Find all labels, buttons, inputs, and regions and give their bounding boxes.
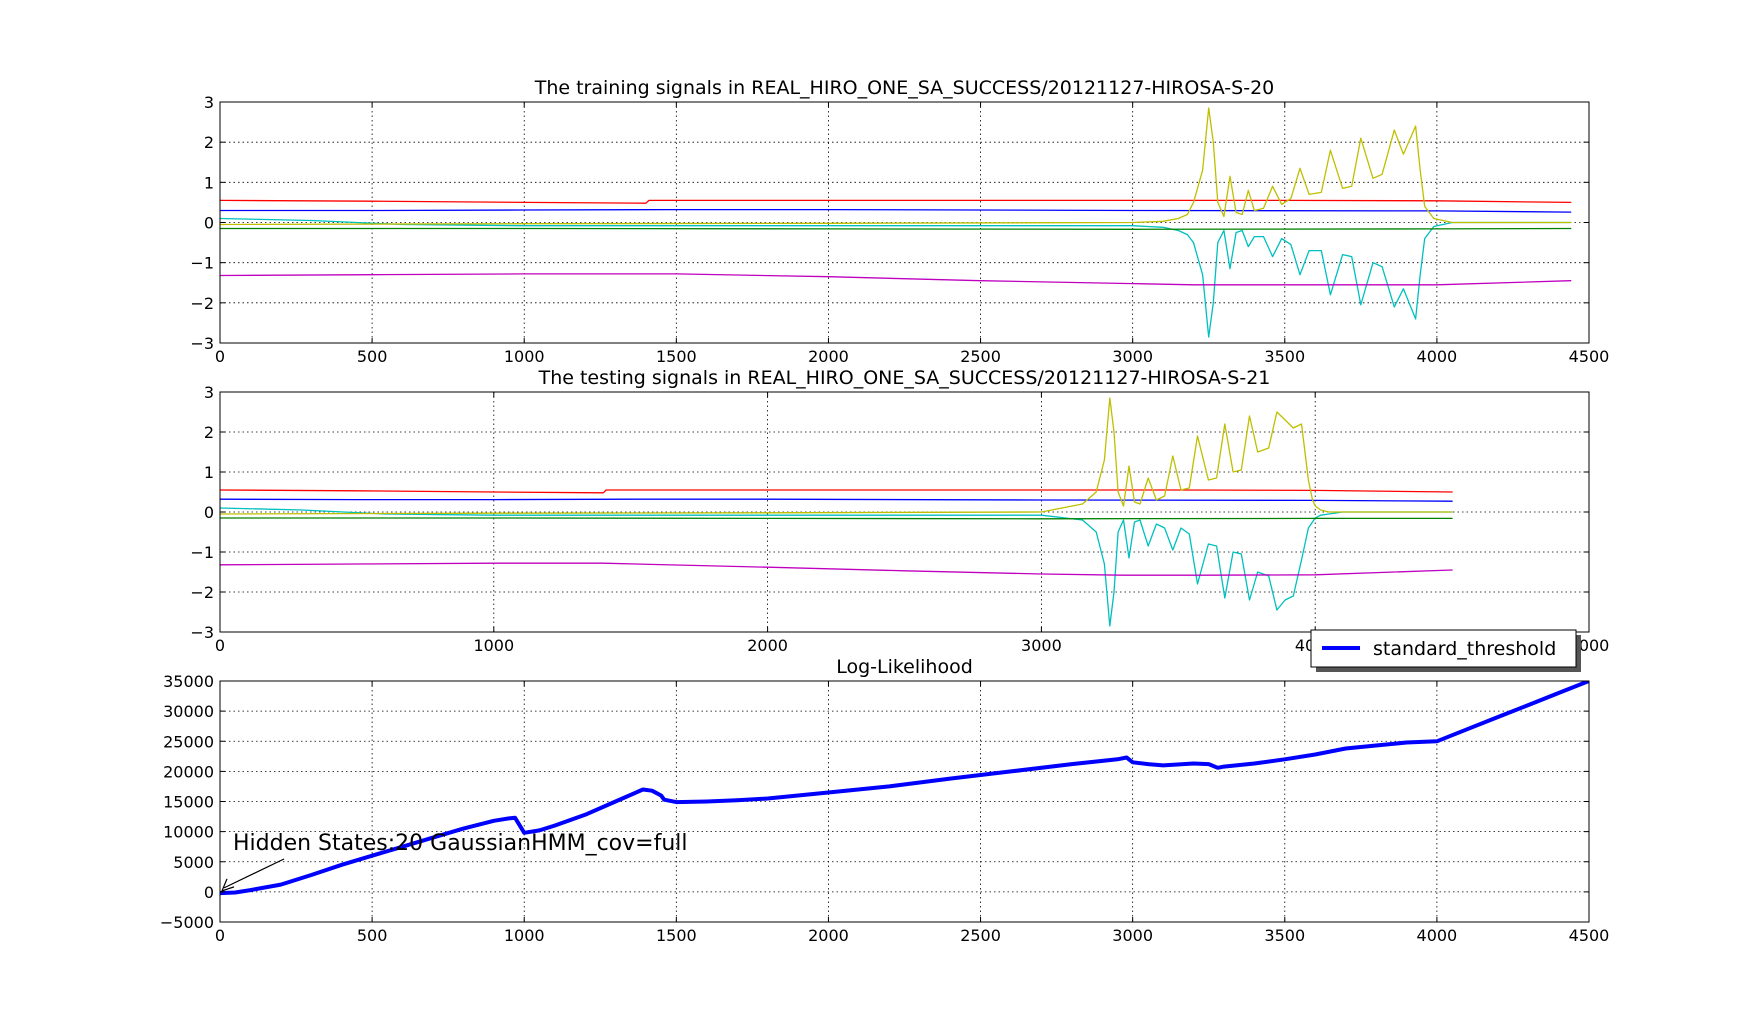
x-tick-label: 2000	[808, 347, 849, 366]
series-line-6	[220, 562, 1453, 576]
x-tick-label: 2000	[747, 636, 788, 655]
x-tick-label: 3500	[1264, 926, 1305, 945]
annotation-text: Hidden States:20 GaussianHMM_cov=full	[233, 831, 688, 856]
series-line-3	[220, 217, 1572, 338]
y-tick-label: −1	[190, 543, 214, 562]
chart-3: 0 500 1000 1500 2000 2500 3000 3500 4000 4500 −500…	[160, 629, 1610, 945]
y-tick-label: 20000	[163, 762, 214, 781]
legend-label: standard_threshold	[1373, 638, 1556, 660]
x-tick-label: 3000	[1021, 636, 1062, 655]
x-tick-label: 2500	[960, 347, 1001, 366]
x-tick-label: 3000	[1112, 347, 1153, 366]
y-tick-label: 0	[204, 883, 214, 902]
x-tick-label: 2000	[808, 926, 849, 945]
series-group	[220, 397, 1453, 627]
series-group	[220, 681, 1589, 896]
x-tick-label: 500	[357, 347, 388, 366]
y-tick-label: 15000	[163, 793, 214, 812]
series-line-6	[220, 273, 1572, 286]
y-tick-label: −3	[190, 334, 214, 353]
x-tick-label: 0	[215, 926, 225, 945]
x-tick-label: 1500	[656, 347, 697, 366]
y-tick-label: −2	[190, 294, 214, 313]
series-line-4	[220, 227, 1572, 230]
series-line-2	[220, 498, 1453, 502]
x-tick-label: 1000	[504, 926, 545, 945]
x-tick-label: 3500	[1264, 347, 1305, 366]
y-tick-label: 10000	[163, 823, 214, 842]
series-line-1	[220, 199, 1572, 204]
annotation-arrow-line	[223, 858, 285, 889]
chart-title: The training signals in REAL_HIRO_ONE_SA…	[534, 77, 1275, 99]
series-line-5	[220, 107, 1572, 226]
x-tick-label: 4000	[1417, 347, 1458, 366]
x-tick-label: 4000	[1417, 926, 1458, 945]
y-tick-label: 3	[204, 93, 214, 112]
y-tick-label: 0	[204, 214, 214, 233]
y-tick-label: 5000	[173, 853, 214, 872]
chart-title: Log-Likelihood	[836, 656, 973, 678]
y-tick-label: 25000	[163, 732, 214, 751]
x-tick-label: 0	[215, 347, 225, 366]
x-tick-label: 4500	[1569, 926, 1610, 945]
y-tick-label: −2	[190, 583, 214, 602]
y-tick-label: −5000	[160, 913, 214, 932]
y-tick-label: −1	[190, 254, 214, 273]
y-tick-label: 1	[204, 173, 214, 192]
series-line-1	[220, 681, 1589, 896]
chart-1: 0 500 1000 1500 2000 2500 3000 3500 4000 4500 −3 −2…	[190, 77, 1609, 366]
y-tick-label: 1	[204, 463, 214, 482]
x-tick-label: 2500	[960, 926, 1001, 945]
series-line-2	[220, 208, 1572, 213]
series-group	[220, 107, 1572, 338]
x-tick-label: 1500	[656, 926, 697, 945]
y-tick-label: 0	[204, 503, 214, 522]
x-tick-label: 1000	[504, 347, 545, 366]
y-tick-label: 2	[204, 133, 214, 152]
annotation-arrow-head	[220, 878, 235, 892]
series-line-1	[220, 489, 1453, 494]
y-tick-label: −3	[190, 623, 214, 642]
x-tick-label: 500	[357, 926, 388, 945]
y-tick-label: 35000	[163, 672, 214, 691]
y-tick-label: 30000	[163, 702, 214, 721]
series-line-3	[220, 507, 1453, 627]
series-line-4	[220, 517, 1453, 520]
x-tick-label: 0	[215, 636, 225, 655]
x-tick-label: 4500	[1569, 347, 1610, 366]
y-tick-label: 3	[204, 383, 214, 402]
x-tick-label: 1000	[473, 636, 514, 655]
series-line-5	[220, 397, 1453, 515]
chart-title: The testing signals in REAL_HIRO_ONE_SA_…	[538, 367, 1271, 389]
y-tick-label: 2	[204, 423, 214, 442]
x-tick-label: 3000	[1112, 926, 1153, 945]
legend: standard_threshold	[1310, 629, 1581, 672]
